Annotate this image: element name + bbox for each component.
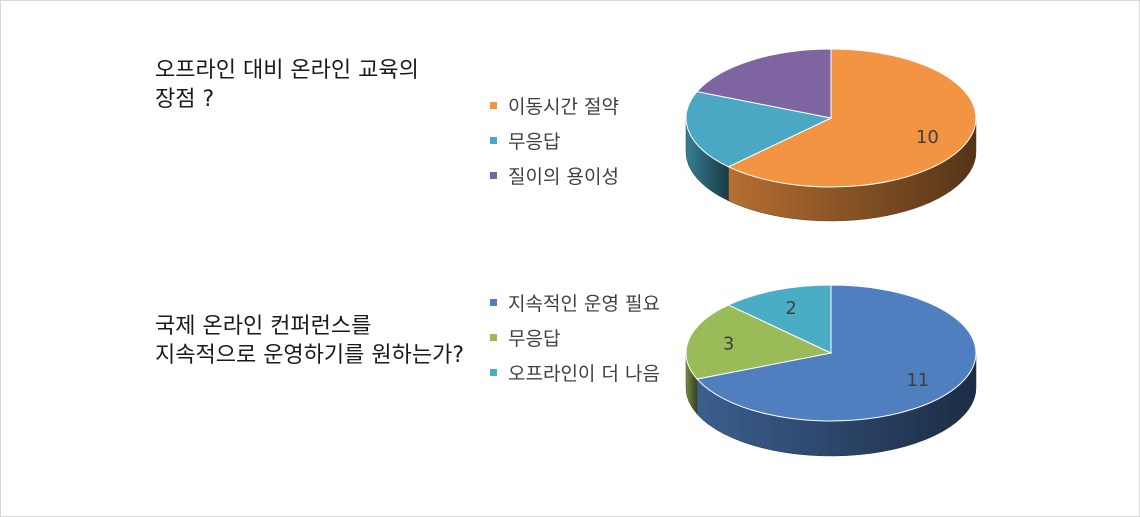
chart2-question-line1: 국제 온라인 컨퍼런스를 — [155, 314, 372, 339]
chart2-question: 국제 온라인 컨퍼런스를 지속적으로 운영하기를 원하는가? — [155, 312, 464, 370]
chart2-legend-swatch — [490, 299, 497, 306]
chart2-legend-swatch — [490, 334, 497, 341]
pie-slice-1-0 — [696, 284, 977, 422]
chart2-legend-item-no-answer: 무응답 — [490, 320, 660, 355]
chart2-legend-swatch — [490, 369, 497, 376]
chart1-legend-label: 질이의 용이성 — [508, 166, 619, 188]
chart2-legend-label: 지속적인 운영 필요 — [508, 293, 660, 315]
chart2-legend-label: 오프라인이 더 나음 — [508, 363, 660, 385]
chart1-legend-swatch — [490, 172, 497, 179]
chart2-legend: 지속적인 운영 필요 무응답 오프라인이 더 나음 — [490, 285, 660, 390]
chart1-legend-swatch — [490, 137, 497, 144]
chart1-legend-item-travel: 이동시간 절약 — [490, 88, 619, 123]
chart1-legend-label: 이동시간 절약 — [508, 96, 619, 118]
chart2-legend-item-offline: 오프라인이 더 나음 — [490, 355, 660, 390]
pie-slice-1-2 — [727, 284, 832, 354]
chart1-question-line2: 장점 ? — [155, 87, 215, 112]
chart1-legend-item-no-answer: 무응답 — [490, 123, 619, 158]
chart1-question: 오프라인 대비 온라인 교육의 장점 ? — [155, 56, 419, 114]
pie-data-label-1-2: 2 — [785, 298, 796, 319]
chart1-legend-item-quality: 질이의 용이성 — [490, 158, 619, 193]
chart1-legend-swatch — [490, 102, 497, 109]
chart1-legend: 이동시간 절약 무응답 질이의 용이성 — [490, 88, 619, 193]
pie-data-label-1-0: 11 — [906, 370, 929, 391]
chart2-legend-item-continue: 지속적인 운영 필요 — [490, 285, 660, 320]
chart2-legend-label: 무응답 — [508, 328, 561, 350]
pie-slice-0-0 — [727, 48, 977, 188]
pie-data-label-0-0: 10 — [916, 127, 939, 148]
chart1-legend-label: 무응답 — [508, 131, 561, 153]
pie-data-label-1-1: 3 — [723, 333, 734, 354]
pie-slice-0-1 — [685, 91, 833, 168]
pie-slice-0-2 — [696, 48, 832, 119]
pie-slice-1-1 — [685, 304, 833, 380]
chart2-question-line2: 지속적으로 운영하기를 원하는가? — [155, 343, 465, 368]
chart1-question-line1: 오프라인 대비 온라인 교육의 — [155, 58, 419, 83]
